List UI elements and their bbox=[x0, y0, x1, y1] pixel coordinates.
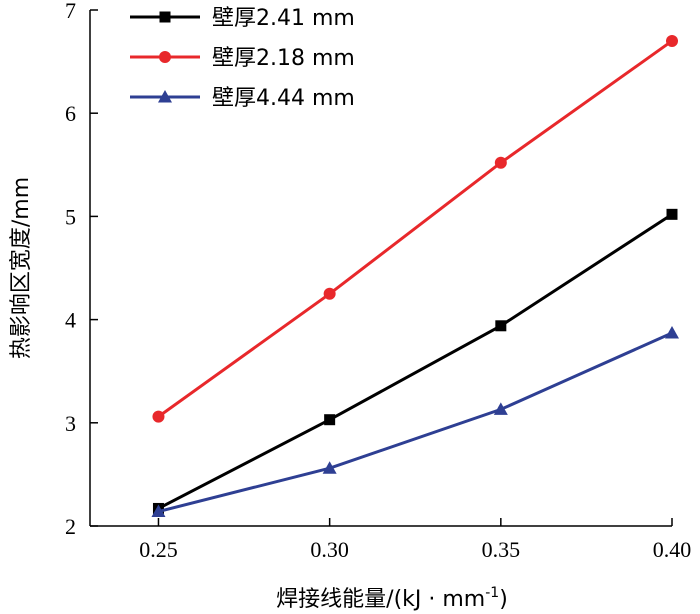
data-point-circle bbox=[666, 34, 678, 47]
series-layer bbox=[151, 34, 679, 518]
legend: 壁厚2.41 mm 壁厚2.18 mm 壁厚4.44 mm bbox=[130, 6, 355, 111]
axes: 2 3 4 5 6 7 0.25 0.30 0.35 0.40 bbox=[65, 0, 691, 562]
x-axis-title-main: 焊接线能量/(kJ · mm bbox=[276, 587, 485, 612]
data-point-square bbox=[159, 11, 171, 23]
data-point-triangle bbox=[322, 461, 337, 474]
data-point-circle bbox=[159, 51, 171, 63]
x-axis-title-close: ) bbox=[499, 587, 508, 612]
x-tick-label: 0.30 bbox=[310, 537, 349, 562]
legend-label: 壁厚2.41 mm bbox=[212, 6, 355, 31]
data-point-square bbox=[495, 320, 507, 332]
y-axis-title: 热影响区宽度/mm bbox=[9, 177, 34, 359]
y-tick-label: 3 bbox=[65, 411, 76, 436]
y-tick-label: 4 bbox=[65, 308, 76, 333]
series-circle bbox=[152, 34, 678, 423]
x-tick-label: 0.40 bbox=[653, 537, 692, 562]
legend-entry: 壁厚4.44 mm bbox=[130, 86, 355, 111]
y-tick-label: 2 bbox=[65, 514, 76, 539]
data-point-circle bbox=[323, 287, 336, 300]
data-point-triangle bbox=[665, 326, 679, 339]
legend-entry: 壁厚2.18 mm bbox=[130, 46, 355, 71]
legend-label: 壁厚4.44 mm bbox=[212, 86, 355, 111]
x-tick-label: 0.25 bbox=[139, 537, 178, 562]
series-triangle bbox=[151, 326, 679, 518]
data-point-circle bbox=[494, 156, 507, 169]
series-line bbox=[158, 331, 673, 514]
series-square bbox=[152, 208, 678, 514]
x-tick-label: 0.35 bbox=[482, 537, 521, 562]
series-line bbox=[157, 213, 673, 510]
x-axis-title: 焊接线能量/(kJ · mm-1) bbox=[276, 585, 508, 612]
y-tick-label: 6 bbox=[65, 101, 76, 126]
legend-label: 壁厚2.18 mm bbox=[212, 46, 355, 71]
data-point-triangle bbox=[493, 402, 508, 415]
data-point-circle bbox=[152, 410, 165, 423]
series-line bbox=[157, 39, 673, 418]
legend-entry: 壁厚2.41 mm bbox=[130, 6, 355, 31]
data-point-square bbox=[666, 208, 678, 220]
x-axis-title-superscript: -1 bbox=[485, 585, 499, 601]
data-point-triangle bbox=[151, 504, 166, 518]
data-point-square bbox=[324, 414, 336, 426]
y-tick-label: 7 bbox=[65, 0, 76, 23]
y-tick-label: 5 bbox=[65, 204, 76, 229]
data-point-triangle bbox=[158, 90, 172, 103]
